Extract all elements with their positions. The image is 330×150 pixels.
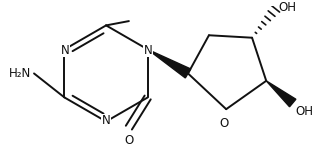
Text: OH: OH	[296, 105, 314, 118]
Text: OH: OH	[279, 1, 297, 14]
Text: N: N	[61, 44, 70, 57]
Text: N: N	[144, 44, 153, 57]
Text: O: O	[220, 117, 229, 130]
Polygon shape	[266, 81, 296, 107]
Text: N: N	[102, 114, 111, 127]
Text: H₂N: H₂N	[9, 67, 32, 80]
Text: O: O	[124, 134, 134, 147]
Polygon shape	[148, 49, 191, 78]
